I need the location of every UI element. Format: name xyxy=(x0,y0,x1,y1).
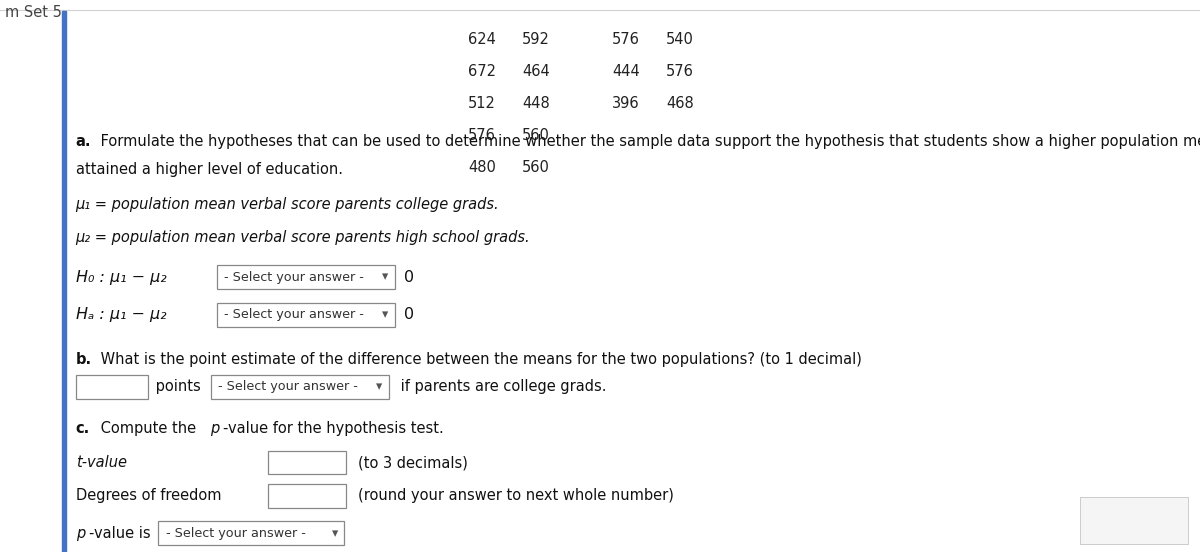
Text: 592: 592 xyxy=(522,32,550,47)
Text: (to 3 decimals): (to 3 decimals) xyxy=(358,455,468,470)
Text: (round your answer to next whole number): (round your answer to next whole number) xyxy=(358,488,673,503)
Text: -value is: -value is xyxy=(89,526,150,541)
Text: c.: c. xyxy=(76,421,90,436)
Text: Degrees of freedom: Degrees of freedom xyxy=(76,488,221,503)
Text: 444: 444 xyxy=(612,64,640,79)
Text: 0: 0 xyxy=(404,307,414,322)
Text: ▾: ▾ xyxy=(331,527,338,540)
Text: Hₐ : μ₁ − μ₂: Hₐ : μ₁ − μ₂ xyxy=(76,307,166,322)
Text: points: points xyxy=(151,379,200,395)
Text: - Select your answer -: - Select your answer - xyxy=(218,380,359,394)
Text: - Select your answer -: - Select your answer - xyxy=(224,308,365,321)
FancyBboxPatch shape xyxy=(217,266,395,289)
Text: - Select your answer -: - Select your answer - xyxy=(224,270,365,284)
FancyBboxPatch shape xyxy=(217,303,395,327)
Text: p: p xyxy=(76,526,85,541)
Text: 448: 448 xyxy=(522,96,550,111)
Text: 468: 468 xyxy=(666,96,694,111)
Bar xyxy=(62,11,66,552)
Text: m Set 5: m Set 5 xyxy=(5,5,61,20)
Text: Compute the: Compute the xyxy=(96,421,200,436)
Text: -value for the hypothesis test.: -value for the hypothesis test. xyxy=(223,421,444,436)
Text: if parents are college grads.: if parents are college grads. xyxy=(396,379,606,395)
Text: 0: 0 xyxy=(404,269,414,285)
Text: attained a higher level of education.: attained a higher level of education. xyxy=(76,162,343,177)
Text: μ₁ = population mean verbal score parents college grads.: μ₁ = population mean verbal score parent… xyxy=(76,197,499,212)
Text: What is the point estimate of the difference between the means for the two popul: What is the point estimate of the differ… xyxy=(96,352,862,367)
Text: H₀ : μ₁ − μ₂: H₀ : μ₁ − μ₂ xyxy=(76,269,167,285)
Text: ▾: ▾ xyxy=(382,270,389,284)
Text: 560: 560 xyxy=(522,160,550,175)
FancyBboxPatch shape xyxy=(268,484,346,508)
Text: 480: 480 xyxy=(468,160,496,175)
Text: b.: b. xyxy=(76,352,91,367)
Text: 672: 672 xyxy=(468,64,496,79)
FancyBboxPatch shape xyxy=(158,522,344,545)
FancyBboxPatch shape xyxy=(76,375,148,399)
Text: - Select your answer -: - Select your answer - xyxy=(166,527,306,540)
Text: Formulate the hypotheses that can be used to determine whether the sample data s: Formulate the hypotheses that can be use… xyxy=(96,134,1200,148)
Text: t-value: t-value xyxy=(76,455,127,470)
Text: 512: 512 xyxy=(468,96,496,111)
Text: 624: 624 xyxy=(468,32,496,47)
Text: ▾: ▾ xyxy=(376,380,383,394)
Text: 540: 540 xyxy=(666,32,694,47)
FancyBboxPatch shape xyxy=(211,375,389,399)
FancyBboxPatch shape xyxy=(1080,497,1188,544)
FancyBboxPatch shape xyxy=(268,450,346,475)
Text: 576: 576 xyxy=(468,128,496,143)
Text: 560: 560 xyxy=(522,128,550,143)
Text: p: p xyxy=(210,421,220,436)
Text: ▾: ▾ xyxy=(382,308,389,321)
Text: 396: 396 xyxy=(612,96,640,111)
Text: μ₂ = population mean verbal score parents high school grads.: μ₂ = population mean verbal score parent… xyxy=(76,230,530,245)
Text: 576: 576 xyxy=(612,32,640,47)
Text: a.: a. xyxy=(76,134,91,148)
Text: 464: 464 xyxy=(522,64,550,79)
Text: 576: 576 xyxy=(666,64,694,79)
